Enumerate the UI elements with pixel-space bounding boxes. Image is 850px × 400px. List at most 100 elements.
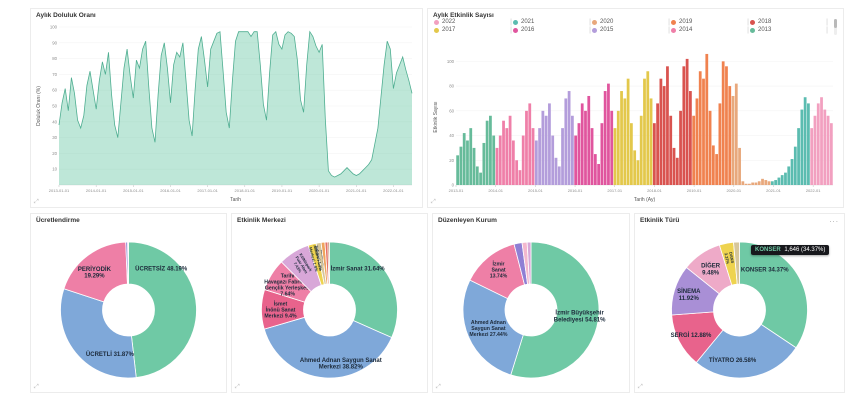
bar-2015[interactable] — [564, 98, 568, 185]
bar-2015[interactable] — [561, 128, 564, 185]
bar-2016[interactable] — [590, 128, 594, 185]
bar-2013[interactable] — [459, 146, 463, 185]
bar-2019[interactable] — [692, 115, 696, 185]
pie-slice-Ahmed Adnan Saygun Sanat Merkezi[interactable] — [462, 279, 524, 376]
bar-2019[interactable] — [718, 103, 722, 185]
legend-item-2013[interactable]: 2013 | — [750, 27, 829, 34]
bar-2015[interactable] — [544, 115, 548, 185]
bar-2020[interactable] — [734, 83, 738, 185]
legend-scrollbar[interactable] — [834, 19, 837, 35]
bar-2017[interactable] — [636, 160, 640, 185]
area-plot[interactable]: 10 20 30 40 50 60 70 80 90 100 2013-01-01 2014-01-0… — [33, 21, 420, 204]
bar-2014[interactable] — [528, 103, 532, 185]
bar-2014[interactable] — [508, 115, 512, 185]
expand-icon[interactable]: ⤢ — [638, 384, 643, 390]
bar-2014[interactable] — [505, 128, 509, 185]
bar-2020[interactable] — [731, 95, 735, 185]
legend-item-2019[interactable]: 2019 | — [671, 19, 750, 26]
bar-2018[interactable] — [675, 157, 679, 185]
legend-scrollbar-thumb[interactable] — [834, 19, 837, 28]
bar-2021[interactable] — [807, 103, 810, 185]
bar-2022[interactable] — [823, 109, 827, 185]
bar-2015[interactable] — [570, 115, 574, 185]
bar-2020[interactable] — [748, 183, 751, 185]
bar-2022[interactable] — [826, 115, 830, 185]
bar-2019[interactable] — [725, 66, 728, 185]
bar-2014[interactable] — [515, 160, 519, 185]
pie-slice-small[interactable] — [327, 241, 330, 285]
bar-2017[interactable] — [613, 128, 617, 185]
bar-2017[interactable] — [643, 78, 646, 185]
bar-2019[interactable] — [715, 154, 719, 185]
bar-2017[interactable] — [616, 110, 620, 185]
legend-item-2016[interactable]: 2016 | — [513, 27, 592, 34]
events-bar-chart[interactable]: 0 20 40 60 80 100 2013-01 2014-01 2015-01 2016-01… — [430, 43, 841, 204]
bar-2021[interactable] — [803, 97, 807, 185]
bar-2014[interactable] — [525, 110, 528, 185]
bar-2019[interactable] — [695, 98, 699, 185]
bar-2014[interactable] — [502, 120, 505, 185]
pie-slice-ÜCRETLİ[interactable] — [60, 288, 137, 379]
bar-2018[interactable] — [679, 110, 682, 185]
bar-2015[interactable] — [567, 91, 571, 185]
bar-2019[interactable] — [721, 61, 725, 185]
expand-icon[interactable]: ⤢ — [235, 384, 240, 390]
legend-item-2014[interactable]: 2014 | — [671, 27, 750, 34]
bar-2022[interactable] — [813, 115, 817, 185]
bar-2020[interactable] — [738, 147, 741, 185]
bar-2022[interactable] — [816, 103, 820, 185]
bar-2016[interactable] — [587, 95, 591, 185]
legend-item-2020[interactable]: 2020 | — [592, 19, 671, 26]
bar-2020[interactable] — [744, 183, 748, 185]
bar-plot[interactable]: 0 20 40 60 80 100 2013-01 2014-01 2015-01 2016-01… — [430, 43, 841, 204]
bar-2014[interactable] — [531, 128, 535, 185]
expand-icon[interactable]: ⤢ — [34, 384, 39, 390]
bar-2020[interactable] — [761, 178, 764, 185]
bar-2019[interactable] — [711, 145, 715, 185]
bar-2015[interactable] — [557, 166, 561, 185]
bar-2014[interactable] — [521, 135, 525, 185]
bar-2015[interactable] — [538, 128, 541, 185]
bar-2017[interactable] — [649, 98, 653, 185]
bar-2018[interactable] — [652, 123, 656, 185]
bar-2018[interactable] — [672, 147, 676, 185]
bar-2017[interactable] — [626, 78, 630, 185]
bar-2013[interactable] — [485, 120, 489, 185]
bar-2019[interactable] — [708, 110, 712, 185]
bar-2014[interactable] — [518, 170, 522, 185]
bar-2020[interactable] — [764, 180, 768, 185]
bar-2019[interactable] — [702, 78, 705, 185]
bar-2013[interactable] — [479, 172, 482, 185]
pie-slice-Ahmed Adnan Saygun Sanat Merkezi[interactable] — [263, 316, 393, 379]
bar-2022[interactable] — [829, 123, 833, 185]
bar-2018[interactable] — [662, 86, 666, 185]
bar-2021[interactable] — [774, 180, 778, 185]
bar-2015[interactable] — [551, 135, 555, 185]
bar-2013[interactable] — [472, 147, 476, 185]
bar-2016[interactable] — [600, 123, 604, 185]
bar-2013[interactable] — [466, 140, 469, 185]
bar-2016[interactable] — [603, 91, 607, 185]
bar-2022[interactable] — [810, 128, 814, 185]
pie-slice-small[interactable] — [526, 241, 532, 285]
pie-slice-TİYATRO[interactable] — [695, 323, 797, 379]
bar-2018[interactable] — [656, 103, 659, 185]
bar-2013[interactable] — [469, 128, 473, 185]
legend-item-2021[interactable]: 2021 | — [513, 19, 592, 26]
bar-2020[interactable] — [757, 181, 761, 185]
bar-2021[interactable] — [787, 166, 791, 185]
bar-2013[interactable] — [462, 133, 466, 185]
bar-2020[interactable] — [751, 182, 755, 185]
bar-2017[interactable] — [620, 91, 623, 185]
bar-2017[interactable] — [630, 123, 633, 185]
bar-2018[interactable] — [669, 115, 673, 185]
bar-2019[interactable] — [728, 86, 732, 185]
bar-2015[interactable] — [541, 110, 545, 185]
expand-icon[interactable]: ⤢ — [34, 199, 39, 205]
bar-2021[interactable] — [800, 109, 804, 185]
legend-item-2017[interactable]: 2017 | — [434, 27, 513, 34]
bar-2021[interactable] — [797, 128, 800, 185]
bar-2015[interactable] — [554, 157, 558, 185]
pie-slice-ÜCRETSİZ[interactable] — [128, 241, 197, 379]
expand-icon[interactable]: ⤢ — [436, 384, 441, 390]
